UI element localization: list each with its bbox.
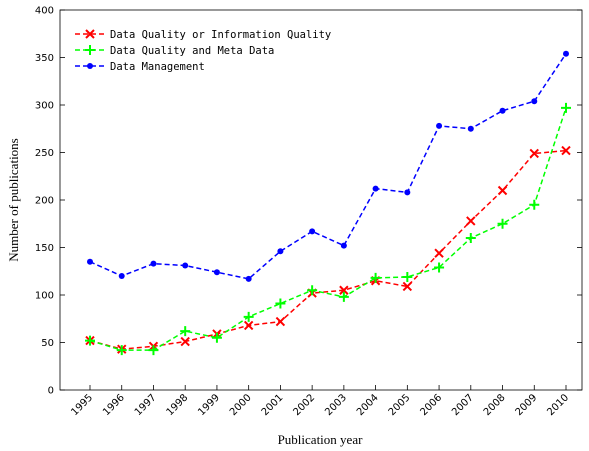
data-point [497,218,508,229]
data-point [116,345,127,356]
data-point [434,262,445,273]
data-point [563,50,569,57]
legend-label: Data Management [110,61,205,73]
data-point [436,122,443,129]
data-point [434,248,444,258]
data-point [87,258,93,265]
data-point [402,271,413,282]
data-point [499,107,506,114]
y-tick-label: 150 [35,243,54,254]
data-point [182,262,189,269]
data-point [340,242,347,249]
data-point [85,335,95,346]
data-point [275,298,286,309]
y-tick-label: 0 [48,386,54,397]
data-point [243,320,254,331]
data-point [277,248,284,255]
data-point [211,332,222,343]
series-line [89,53,567,280]
data-point [465,233,476,243]
data-point [275,316,286,327]
series-line [89,107,567,351]
legend-label: Data Quality and Meta Data [110,45,274,57]
series-line [89,149,567,350]
data-point [150,260,157,267]
data-point [339,285,349,295]
y-tick-label: 100 [35,291,54,302]
x-axis-label: Publication year [278,432,364,447]
y-tick-label: 350 [35,53,54,64]
data-point [561,102,571,113]
data-point [561,145,571,156]
data-point [118,273,125,279]
y-axis-label: Number of publications [6,138,21,261]
data-point [338,291,349,302]
y-tick-label: 200 [35,196,54,207]
data-point [213,269,220,276]
data-point [372,185,379,192]
data-point [466,216,476,226]
y-tick-label: 50 [41,338,54,349]
data-point [180,326,191,337]
legend-marker [85,29,95,39]
data-point [245,275,252,282]
data-point [529,148,539,159]
data-point [180,336,190,347]
data-point [497,185,508,196]
data-point [404,189,411,196]
legend-marker [85,45,95,55]
data-point [529,199,540,210]
data-point [309,228,316,235]
legend-marker [87,63,93,69]
y-tick-label: 400 [35,6,54,17]
data-point [531,98,538,105]
data-point [243,311,254,322]
legend-label: Data Quality or Information Quality [110,29,331,41]
data-point [370,272,381,283]
data-point [307,285,318,296]
data-point [402,281,413,292]
data-point [467,125,474,132]
data-point [148,345,159,356]
y-tick-label: 250 [35,148,54,159]
y-tick-label: 300 [35,101,54,112]
